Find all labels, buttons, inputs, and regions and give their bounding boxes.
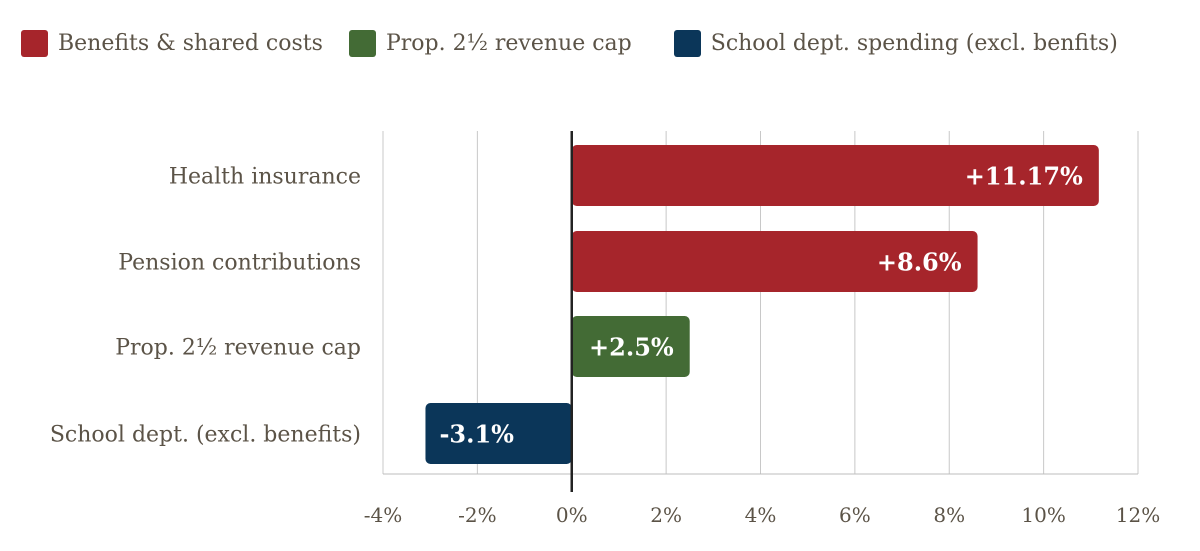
legend-item-benefits: Benefits & shared costs (21, 30, 323, 57)
data-label: +2.5% (589, 333, 674, 362)
data-label: +8.6% (877, 248, 962, 277)
legend-item-prop: Prop. 2½ revenue cap (348, 30, 632, 57)
data-label: +11.17% (965, 162, 1083, 191)
legend-label: Benefits & shared costs (58, 31, 323, 56)
legend-swatch (673, 30, 701, 57)
x-tick-label: 2% (650, 503, 682, 527)
category-label: Pension contributions (118, 251, 361, 276)
bar (425, 403, 572, 464)
legend-swatch (21, 30, 48, 57)
x-tick-label: -2% (458, 503, 497, 527)
category-label: Health insurance (169, 165, 361, 190)
bar (571, 145, 1099, 206)
category-label: School dept. (excl. benefits) (50, 423, 361, 448)
x-tick-label: 0% (556, 503, 588, 527)
x-tick-label: 4% (745, 503, 777, 527)
x-tick-label: 8% (933, 503, 965, 527)
legend-label: Prop. 2½ revenue cap (385, 31, 632, 56)
x-tick-label: 12% (1116, 503, 1160, 527)
x-tick-label: 6% (839, 503, 871, 527)
bar (571, 231, 978, 292)
legend: Benefits & shared costs Prop. 2½ revenue… (21, 30, 1144, 57)
legend-label: School dept. spending (excl. benfits) (710, 31, 1118, 56)
legend-swatch (348, 30, 376, 57)
x-tick-label: -4% (364, 503, 403, 527)
legend-item-school: School dept. spending (excl. benfits) (673, 30, 1118, 57)
data-label: -3.1% (439, 420, 514, 449)
x-tick-label: 10% (1021, 503, 1065, 527)
bar (571, 316, 690, 377)
category-label: Prop. 2½ revenue cap (115, 336, 361, 361)
